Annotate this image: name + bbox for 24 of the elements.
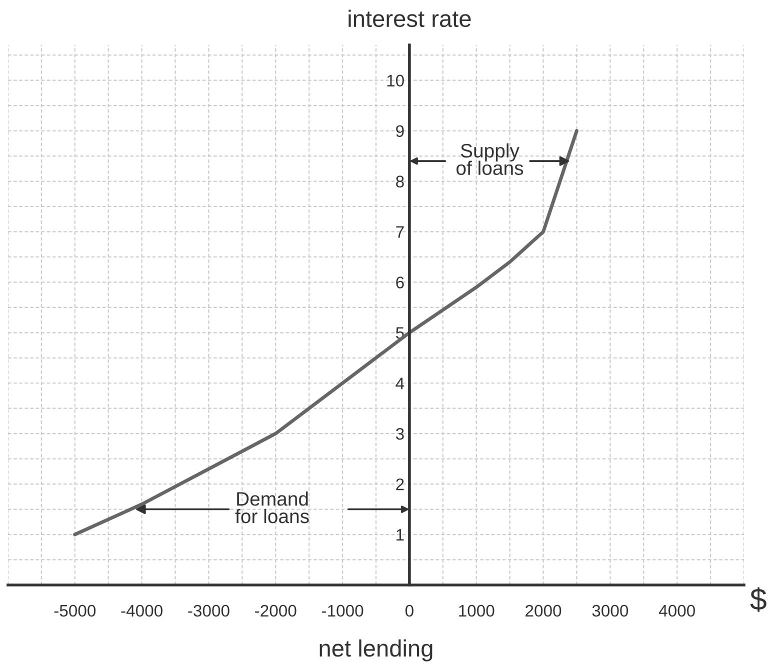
- text: $: [750, 587, 766, 612]
- x-axis-title: net lending: [320, 639, 432, 662]
- y-tick-label: 7: [396, 226, 404, 238]
- y-tick-label: 6: [396, 276, 404, 288]
- y-tick-label: 8: [396, 176, 404, 188]
- y-tick-label: 2: [396, 478, 404, 490]
- y-tick-label: 9: [396, 125, 404, 138]
- y-tick-label: 10: [387, 74, 404, 87]
- y-tick-label: 1: [396, 529, 404, 541]
- annotation: Supply of loans: [456, 143, 524, 176]
- x-tick-label: 4000: [658, 604, 695, 617]
- annotation: Demand for loans: [235, 492, 309, 524]
- x-tick-label: -4000: [121, 604, 162, 617]
- x-tick-label: -3000: [188, 604, 230, 617]
- x-tick-label: 2000: [526, 604, 562, 617]
- x-tick-label: 0: [405, 604, 414, 617]
- x-tick-label: -2000: [255, 604, 296, 617]
- x-tick-label: 3000: [592, 604, 628, 617]
- y-tick-label: 3: [396, 428, 404, 440]
- x-tick-label: 1000: [459, 604, 494, 617]
- x-tick-label: -1000: [322, 604, 364, 617]
- y-tick-label: 4: [396, 378, 404, 390]
- x-tick-label: -5000: [54, 604, 96, 617]
- y-axis-title: interest rate: [348, 10, 471, 28]
